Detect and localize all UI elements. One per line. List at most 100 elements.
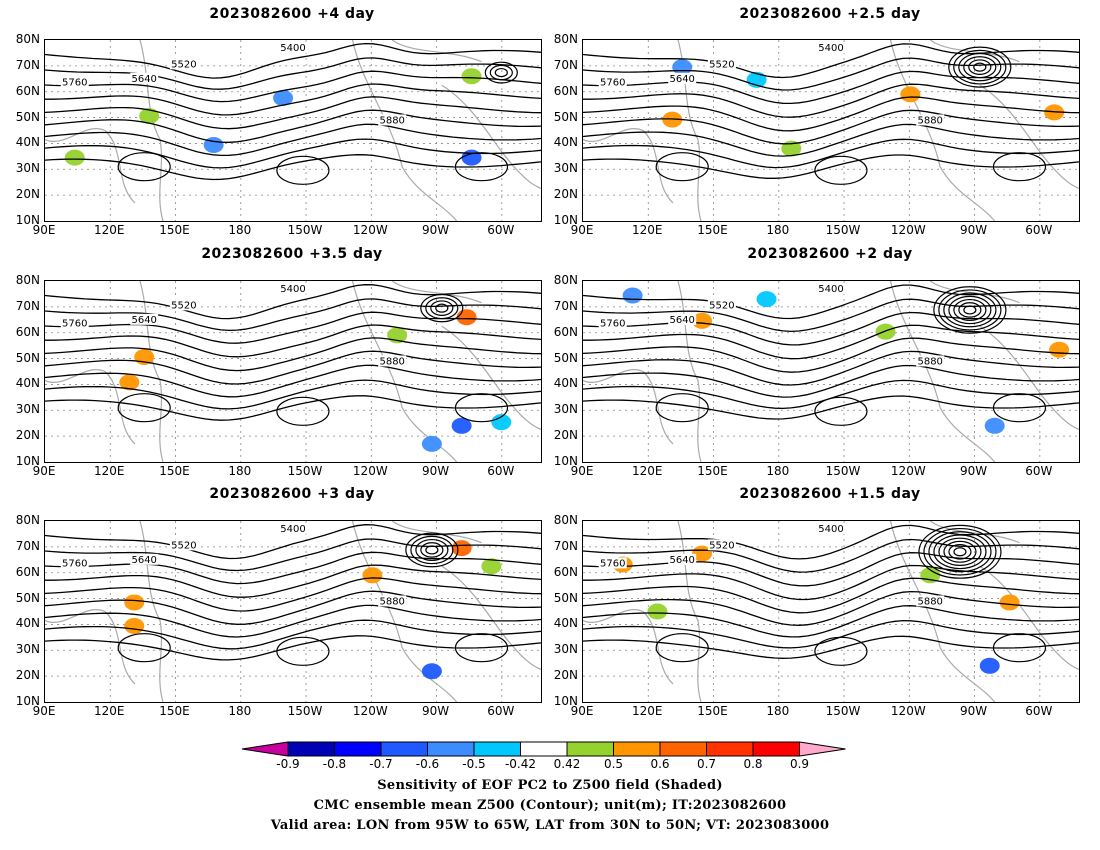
z500-closed-high [454,633,509,663]
lon-tick-label: 60W [487,464,515,478]
z500-closed-low [415,538,449,561]
z500-contour [583,109,1079,145]
map-canvas: 5400 5520 5640 5760 5880 [583,521,1079,702]
sensitivity-shading [900,86,921,103]
contour-label-bg [668,72,697,84]
map-panel: 5400 5520 5640 5760 5880 [44,520,542,703]
z500-contour [583,96,1079,132]
map-canvas: 5400 5520 5640 5760 5880 [583,40,1079,221]
lat-tick-label: 80N [15,32,40,46]
z500-closed-low [953,298,987,321]
lat-tick-label: 30N [15,642,40,657]
z500-contour [45,337,541,372]
lat-tick-label: 80N [15,273,40,287]
lat-tick-label: 20N [553,668,578,683]
z500-closed-high [814,396,868,426]
z500-closed-low [963,305,977,315]
z500-contour [583,57,1079,91]
z500-contour [45,109,541,143]
colorbar-segment [427,741,475,757]
colorbar-segment [752,741,800,757]
z500-closed-high [655,393,709,423]
lat-tick-label: 20N [553,187,578,202]
z500-contour [45,350,541,385]
lon-tick-label: 120E [632,704,663,718]
z500-closed-low [430,300,454,316]
coastline [441,84,541,189]
contour-label: 5880 [917,115,942,126]
contour-label: 5520 [709,540,734,551]
coastline [441,325,541,430]
contour-label-bg [169,58,198,70]
z500-contour [45,619,541,650]
z500-contour [45,311,541,344]
contour-label-bg [279,283,307,295]
contour-label: 5520 [171,540,196,551]
lat-tick-label: 10N [15,694,40,708]
coastline [889,521,996,702]
z500-closed-high [276,396,330,426]
coastline [677,521,702,702]
colorbar-high-extend [799,741,846,757]
lat-tick-label: 40N [15,616,40,631]
z500-closed-high [655,152,709,182]
coastline [139,40,164,221]
z500-contour [583,364,1079,398]
lat-tick-label: 50N [15,350,40,365]
lat-tick-label: 60N [15,324,40,339]
map-canvas: 5400 5520 5640 5760 5880 [45,40,541,221]
lon-tick-label: 90W [422,704,450,718]
z500-contour [583,605,1079,638]
sensitivity-shading [64,149,85,166]
z500-contour [45,590,541,625]
colorbar-segment [613,741,661,757]
z500-closed-low [489,64,513,81]
colorbar-tick-label: -0.6 [415,757,440,771]
z500-closed-low [943,540,977,563]
lat-tick-label: 20N [15,668,40,683]
coastline [583,369,674,445]
lon-tick-label: 120E [94,223,125,237]
z500-contour [45,123,541,157]
lat-tick-label: 80N [553,32,578,46]
sensitivity-shading [461,149,482,166]
z500-contour [45,564,541,598]
lon-tick-label: 150E [159,223,190,237]
z500-contour [45,324,541,358]
lat-tick-label: 30N [553,161,578,176]
lat-tick-label: 10N [553,694,578,708]
sensitivity-shading [647,603,668,620]
lat-tick-label: 40N [553,376,578,391]
contour-label-bg [598,317,627,329]
contour-label: 5760 [600,318,625,329]
z500-contour [45,57,541,90]
lat-tick-label: 50N [553,109,578,124]
z500-contour [583,311,1079,346]
lon-tick-label: 90E [570,464,594,478]
lon-tick-label: 150W [287,464,323,478]
z500-closed-low [968,59,992,75]
contour-label-bg [817,523,845,535]
lat-tick-label: 60N [553,564,578,579]
z500-closed-high [454,152,509,182]
z500-closed-low [948,543,972,560]
lon-tick-label: 150E [697,464,728,478]
z500-contour [583,564,1079,601]
lat-tick-label: 70N [15,57,40,72]
z500-closed-high [117,393,171,423]
lon-tick-label: 120W [352,223,388,237]
contour-label: 5760 [600,558,625,569]
z500-contour [583,123,1079,157]
lon-tick-label: 180 [228,464,252,478]
z500-contour [45,524,541,560]
z500-contour [45,42,541,79]
colorbar [241,741,846,757]
z500-closed-high [992,152,1047,182]
lat-tick-label: 80N [553,273,578,287]
lon-tick-label: 120E [632,223,663,237]
panel-title: 2023082600 +1.5 day [739,486,921,502]
lon-tick-label: 150E [159,464,190,478]
contour-label: 5400 [280,284,305,295]
lon-tick-label: 120W [352,704,388,718]
sensitivity-shading [362,567,383,584]
